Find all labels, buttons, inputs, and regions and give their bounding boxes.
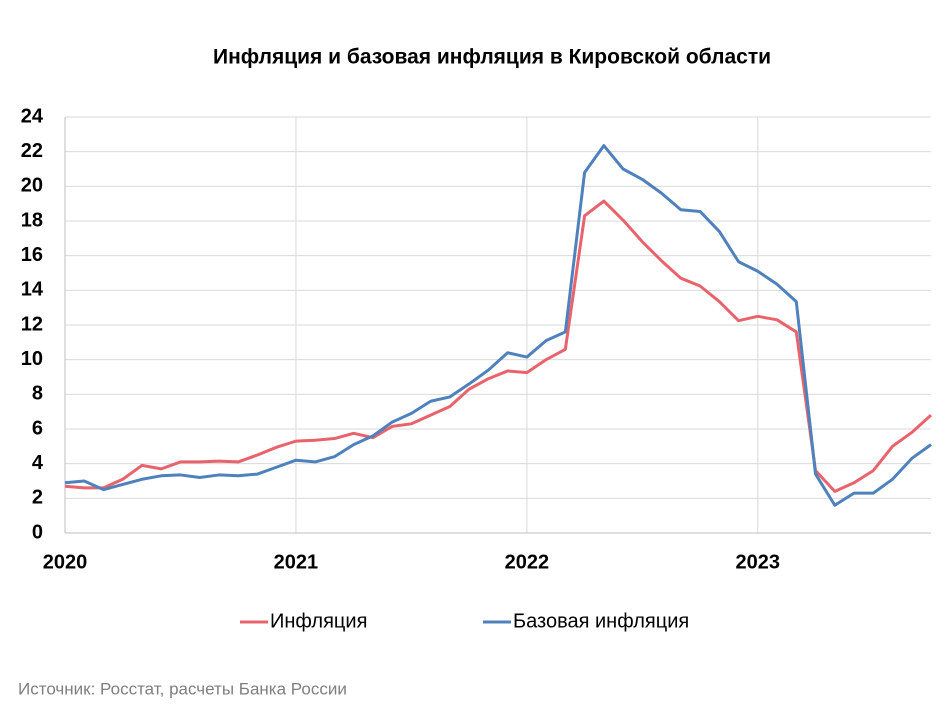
- y-tick-label: 4: [32, 452, 44, 474]
- data-line: [64, 144, 932, 507]
- y-tick-label: 8: [32, 383, 43, 405]
- legend-label: Базовая инфляция: [513, 610, 689, 632]
- y-tick-label: 0: [32, 521, 43, 543]
- x-tick-label: 2020: [43, 551, 88, 573]
- y-tick-label: 12: [21, 313, 43, 335]
- y-tick-label: 10: [21, 348, 43, 370]
- y-tick-label: 22: [21, 140, 43, 162]
- y-tick-label: 16: [21, 244, 43, 266]
- y-tick-label: 2: [32, 487, 43, 509]
- x-tick-label: 2022: [505, 551, 550, 573]
- x-tick-label: 2021: [274, 551, 319, 573]
- y-tick-label: 18: [21, 209, 43, 231]
- y-tick-label: 14: [21, 279, 44, 301]
- source-note: Источник: Росстат, расчеты Банка России: [18, 679, 347, 698]
- y-tick-label: 24: [21, 105, 44, 127]
- chart-title: Инфляция и базовая инфляция в Кировской …: [213, 46, 771, 69]
- x-tick-label: 2023: [736, 551, 781, 573]
- data-line: [64, 199, 933, 493]
- y-tick-label: 20: [21, 175, 43, 197]
- y-tick-label: 6: [32, 417, 43, 439]
- legend-label: Инфляция: [270, 610, 367, 632]
